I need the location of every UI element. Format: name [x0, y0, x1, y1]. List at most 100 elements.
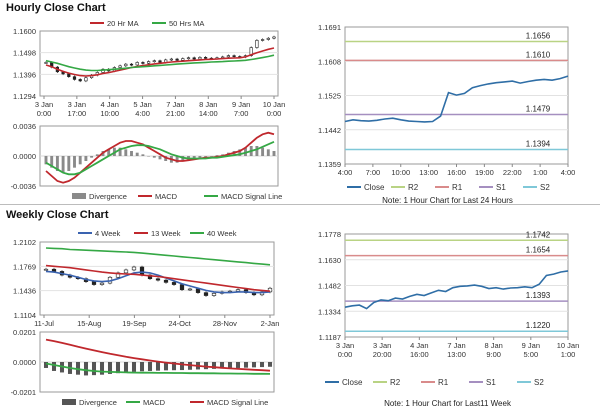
hourly-price-ma50-line — [45, 54, 275, 72]
hourly-line-level-s2-label: 1.1394 — [526, 140, 551, 149]
hourly-price-ma20-line — [45, 47, 275, 77]
candle-body — [72, 76, 77, 80]
candle-body — [175, 58, 179, 61]
hourly-line-x-tick-label: 16:00 — [447, 168, 466, 177]
candle-body — [51, 268, 57, 272]
hourly-line-legend-label: Close — [364, 183, 385, 192]
hourly-macd-signal-line — [45, 140, 275, 176]
candle-body — [255, 40, 259, 48]
weekly-line-x-tick-label: 3 Jan — [336, 341, 354, 350]
candle-body — [186, 57, 191, 60]
weekly-price-legend-label: 13 Week — [151, 229, 181, 238]
weekly-price-ma4-line — [45, 270, 271, 294]
hourly-price-x-tick-label: 0:00 — [267, 109, 282, 118]
hourly-line-chart: 1.1691 1.1608 1.1525 1.1442 1.1359 1.1656 1.16… — [318, 23, 576, 192]
candle-body — [118, 65, 122, 68]
hourly-line-x-tick-label: 10:00 — [391, 168, 410, 177]
hourly-price-x-tick-label: 14:00 — [199, 109, 218, 118]
hourly-price-x-tick-label: 17:00 — [67, 109, 86, 118]
weekly-line-legend-label: R2 — [390, 378, 401, 387]
hourly-line-level-r2-label: 1.1656 — [526, 31, 551, 40]
candle-body — [235, 289, 241, 292]
hourly-line-x-tick-label: 4:00 — [338, 168, 353, 177]
weekly-line-y-tick-label: 1.1778 — [318, 230, 341, 239]
divergence-bar — [73, 156, 76, 168]
weekly-line-y-tick-label: 1.1482 — [318, 282, 341, 291]
weekly-line-y-tick-label: 1.1630 — [318, 256, 341, 265]
candle-body — [267, 287, 273, 293]
hourly-price-x-tick-label: 4 Jan — [101, 100, 119, 109]
candle-body — [179, 284, 185, 290]
divergence-bar — [99, 362, 105, 375]
hourly-line-legend-label: S2 — [540, 183, 550, 192]
weekly-line-x-tick-label: 7 Jan — [447, 341, 465, 350]
divergence-bar — [243, 362, 249, 368]
weekly-line-x-tick-label: 20:00 — [373, 350, 392, 359]
hourly-macd-legend-swatch — [72, 193, 86, 199]
weekly-line-level-r1-label: 1.1654 — [526, 246, 551, 255]
divergence-bar — [147, 362, 153, 371]
weekly-macd-legend-swatch — [62, 399, 76, 405]
divergence-bar — [130, 151, 133, 156]
divergence-bar — [67, 156, 71, 171]
hourly-line-x-tick-label: 19:00 — [475, 168, 494, 177]
candle-body — [232, 55, 236, 57]
divergence-bar — [83, 362, 89, 376]
divergence-bar — [141, 154, 145, 156]
divergence-bar — [267, 362, 273, 367]
weekly-macd-signal-line — [45, 338, 271, 372]
weekly-section-title: Weekly Close Chart — [6, 209, 109, 221]
hourly-price-x-tick-label: 5 Jan — [133, 100, 151, 109]
weekly-macd-y-tick-label: -0.0201 — [11, 388, 36, 397]
divergence-bar — [238, 149, 242, 156]
weekly-line-x-tick-label: 9:00 — [486, 350, 501, 359]
hourly-line-level-r1-label: 1.1610 — [526, 50, 551, 59]
hourly-price-legend-label: 20 Hr MA — [107, 19, 139, 28]
hourly-macd-macd-line — [45, 131, 275, 184]
hourly-line-y-tick-label: 1.1691 — [318, 23, 341, 32]
candle-body — [169, 58, 174, 61]
weekly-price-y-tick-label: 1.1104 — [14, 311, 36, 320]
weekly-macd-legend-label: MACD — [143, 398, 166, 407]
candle-body — [44, 62, 48, 64]
weekly-price-y-tick-label: 1.2102 — [13, 238, 36, 247]
candle-body — [43, 268, 49, 271]
hourly-price-y-tick-label: 1.1396 — [13, 70, 36, 79]
weekly-line-legend-label: R1 — [438, 378, 449, 387]
hourly-line-y-tick-label: 1.1442 — [318, 126, 341, 135]
weekly-line-x-tick-label: 10 Jan — [557, 341, 580, 350]
hourly-line-y-tick-label: 1.1359 — [318, 160, 341, 169]
divergence-bar — [163, 362, 169, 371]
hourly-macd-y-tick-label: 0.0036 — [13, 122, 36, 131]
weekly-price-ma13-line — [45, 264, 271, 292]
hourly-line-x-tick-label: 4:00 — [561, 168, 576, 177]
candle-body — [171, 282, 177, 285]
hourly-price-y-tick-label: 1.1498 — [13, 49, 36, 58]
hourly-price-x-tick-label: 0:00 — [37, 109, 52, 118]
divergence-bar — [211, 362, 217, 369]
weekly-macd-chart: 0.0201 0.0000 -0.0201 Divergence MACD MACD Si… — [11, 328, 275, 407]
divergence-bar — [139, 362, 145, 372]
divergence-bar — [261, 147, 265, 156]
divergence-bar — [272, 151, 276, 156]
divergence-bar — [107, 362, 113, 374]
divergence-bar — [171, 362, 177, 371]
weekly-price-legend-label: 4 Week — [95, 229, 121, 238]
weekly-line-x-tick-label: 13:00 — [447, 350, 466, 359]
candle-body — [260, 39, 265, 41]
candle-body — [67, 73, 71, 77]
candle-body — [152, 60, 156, 63]
divergence-bar — [209, 156, 213, 157]
divergence-bar — [259, 362, 265, 368]
candle-body — [203, 57, 208, 59]
weekly-line-y-tick-label: 1.1187 — [319, 333, 341, 342]
weekly-price-x-tick-label: 2-Jan — [261, 319, 280, 328]
hourly-line-x-tick-label: 7:00 — [366, 168, 381, 177]
hourly-price-x-tick-label: 7:00 — [234, 109, 249, 118]
divergence-bar — [115, 362, 121, 374]
weekly-line-y-tick-label: 1.1334 — [318, 307, 341, 316]
weekly-line-level-s2-label: 1.1220 — [526, 321, 551, 330]
hourly-macd-y-tick-label: 0.0000 — [13, 152, 36, 161]
divergence-bar — [155, 362, 161, 371]
weekly-macd-legend-label: MACD Signal Line — [207, 398, 268, 407]
